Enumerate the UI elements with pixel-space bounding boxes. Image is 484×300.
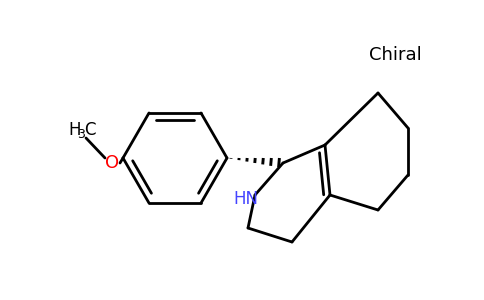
Text: 3: 3 <box>77 128 85 142</box>
Text: Chiral: Chiral <box>369 46 422 64</box>
Text: C: C <box>84 121 95 139</box>
Text: HN: HN <box>233 190 258 208</box>
Text: H: H <box>68 121 80 139</box>
Text: O: O <box>105 154 119 172</box>
